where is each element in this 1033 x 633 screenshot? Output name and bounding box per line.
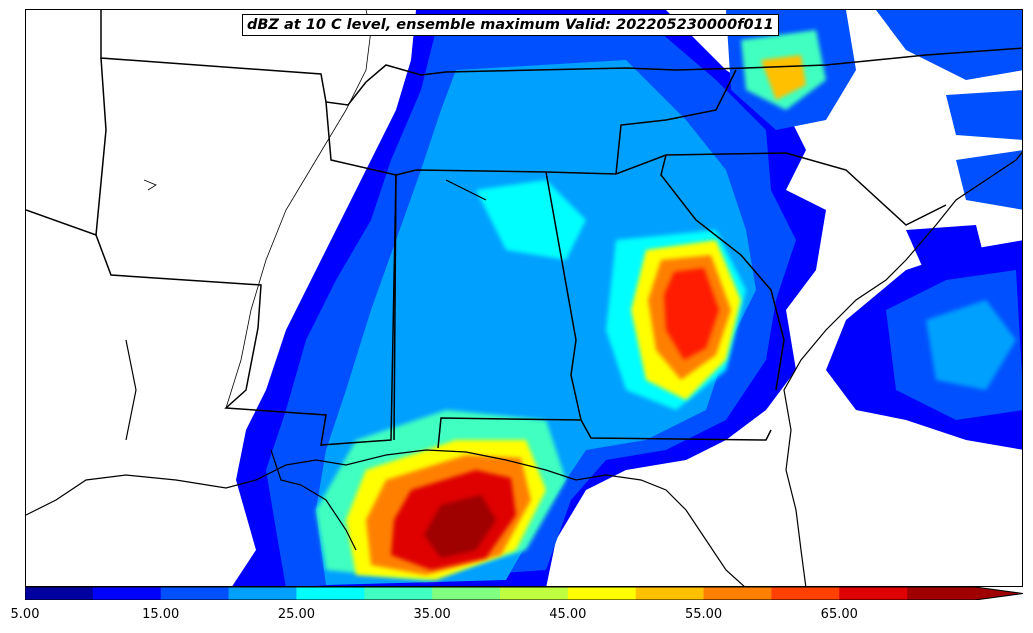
colorbar-segment [567,587,637,600]
colorbar-tick-label: 15.00 [142,607,180,622]
map-title: dBZ at 10 C level, ensemble maximum Vali… [242,14,779,36]
colorbar-segment [500,587,569,600]
colorbar-segment [228,587,297,600]
reflectivity-map [26,10,1022,586]
colorbar-segment [432,587,501,600]
colorbar [25,587,1023,600]
echo-northeast-far [876,10,1022,80]
rivers [143,10,372,409]
colorbar-segment [703,587,772,600]
colorbar-segment [160,587,230,600]
colorbar-tick-label: 25.00 [277,607,316,622]
colorbar-segment [364,587,433,600]
echo-atlantic-light [926,300,1016,390]
colorbar-segment [92,587,162,600]
map-panel [25,9,1023,587]
colorbar-tick-label: 45.00 [549,607,587,622]
state-boundaries [26,10,1022,449]
echo-virginia-blue [946,90,1022,140]
reflectivity-field [232,10,1022,586]
echo-core-darkred-2 [424,495,496,558]
colorbar-tick-label: 65.00 [820,607,858,622]
colorbar-outline [25,587,1023,600]
colorbar-tick-label: 35.00 [413,607,451,622]
colorbar-extend-arrow [975,587,1023,600]
colorbar-segment [25,587,94,600]
colorbar-segment [839,587,908,600]
colorbar-segment [635,587,705,600]
colorbar-tick-label: 55.00 [684,607,723,622]
colorbar-segment [907,587,976,600]
colorbar-segment [296,587,365,600]
coastlines [26,151,1022,586]
colorbar-tick-label: 5.00 [10,607,40,622]
echo-carolina-blue [956,150,1022,210]
echo-core-red-1 [664,268,719,360]
colorbar-segment [771,587,840,600]
